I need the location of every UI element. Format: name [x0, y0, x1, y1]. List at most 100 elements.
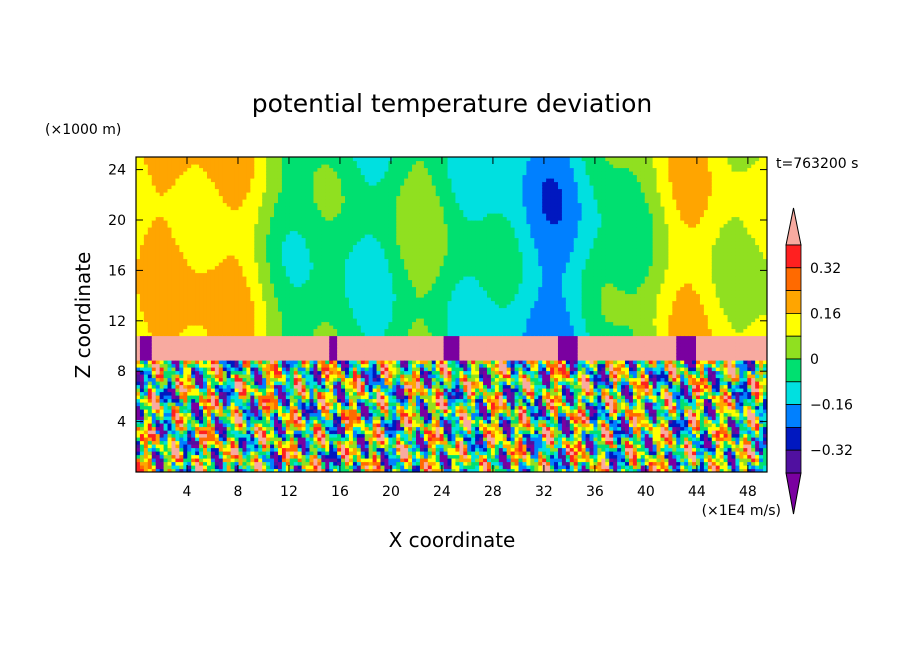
contour-cell	[301, 248, 307, 253]
contour-cell	[270, 391, 275, 396]
contour-cell	[143, 258, 149, 263]
contour-cell	[266, 454, 271, 459]
contour-cell	[321, 216, 326, 221]
contour-cell	[226, 405, 232, 410]
contour-cell	[191, 167, 196, 172]
contour-cell	[218, 419, 224, 424]
contour-cell	[159, 458, 165, 463]
contour-cell	[329, 167, 334, 172]
contour-cell	[218, 430, 224, 435]
contour-cell	[226, 381, 232, 386]
contour-cell	[179, 237, 184, 242]
contour-cell	[187, 321, 192, 326]
contour-cell	[289, 388, 295, 393]
contour-cell	[281, 349, 287, 354]
contour-cell	[203, 171, 208, 176]
contour-cell	[175, 286, 180, 291]
contour-cell	[266, 192, 271, 197]
contour-cell	[277, 307, 283, 312]
contour-cell	[321, 318, 326, 323]
contour-cell	[238, 227, 244, 232]
contour-cell	[171, 321, 177, 326]
contour-cell	[345, 458, 350, 463]
contour-cell	[297, 167, 303, 172]
contour-cell	[214, 461, 220, 466]
contour-cell	[246, 377, 251, 382]
contour-cell	[191, 363, 196, 368]
contour-cell	[246, 384, 251, 389]
contour-cell	[325, 367, 330, 372]
contour-cell	[206, 220, 212, 225]
contour-cell	[242, 409, 248, 414]
contour-cell	[234, 157, 240, 162]
contour-cell	[297, 377, 303, 382]
contour-cell	[305, 419, 311, 424]
contour-cell	[341, 388, 346, 393]
contour-cell	[143, 367, 149, 372]
contour-cell	[309, 199, 315, 204]
contour-cell	[234, 374, 240, 379]
contour-cell	[139, 318, 145, 323]
contour-cell	[147, 419, 153, 424]
contour-cell	[155, 412, 161, 417]
contour-cell	[266, 332, 271, 337]
contour-cell	[246, 237, 251, 242]
contour-cell	[151, 206, 157, 211]
contour-cell	[250, 447, 255, 452]
contour-cell	[203, 367, 208, 372]
contour-cell	[175, 419, 180, 424]
contour-cell	[199, 360, 204, 365]
contour-cell	[206, 461, 212, 466]
contour-cell	[226, 402, 232, 407]
contour-cell	[242, 167, 248, 172]
contour-cell	[171, 468, 177, 472]
contour-cell	[325, 426, 330, 431]
contour-cell	[203, 391, 208, 396]
contour-cell	[143, 237, 149, 242]
contour-cell	[309, 440, 315, 445]
contour-cell	[175, 206, 180, 211]
contour-cell	[246, 465, 251, 470]
contour-cell	[199, 391, 204, 396]
contour-cell	[238, 262, 244, 267]
contour-cell	[226, 157, 232, 162]
contour-cell	[143, 363, 149, 368]
contour-cell	[333, 241, 338, 246]
contour-cell	[155, 279, 161, 284]
contour-cell	[222, 311, 228, 316]
contour-cell	[345, 171, 350, 176]
contour-cell	[163, 188, 169, 193]
contour-cell	[309, 423, 315, 428]
contour-cell	[297, 430, 303, 435]
contour-cell	[218, 454, 224, 459]
contour-cell	[242, 398, 248, 403]
contour-cell	[277, 388, 283, 393]
contour-cell	[266, 367, 271, 372]
contour-cell	[289, 444, 295, 449]
contour-cell	[195, 328, 200, 333]
contour-cell	[183, 237, 188, 242]
contour-cell	[246, 426, 251, 431]
contour-cell	[352, 433, 358, 438]
contour-cell	[242, 241, 248, 246]
contour-cell	[305, 188, 311, 193]
contour-cell	[199, 230, 204, 235]
contour-cell	[230, 325, 236, 330]
contour-cell	[147, 339, 153, 344]
contour-cell	[246, 451, 251, 456]
contour-cell	[281, 332, 287, 337]
contour-cell	[159, 174, 165, 179]
contour-cell	[313, 339, 319, 344]
contour-cell	[183, 258, 188, 263]
contour-cell	[337, 384, 342, 389]
contour-cell	[258, 290, 263, 295]
contour-cell	[206, 167, 212, 172]
contour-cell	[159, 290, 165, 295]
contour-cell	[297, 258, 303, 263]
contour-cell	[285, 188, 291, 193]
contour-cell	[206, 269, 212, 274]
contour-cell	[191, 419, 196, 424]
contour-cell	[297, 339, 303, 344]
contour-cell	[250, 465, 255, 470]
contour-cell	[250, 353, 255, 358]
